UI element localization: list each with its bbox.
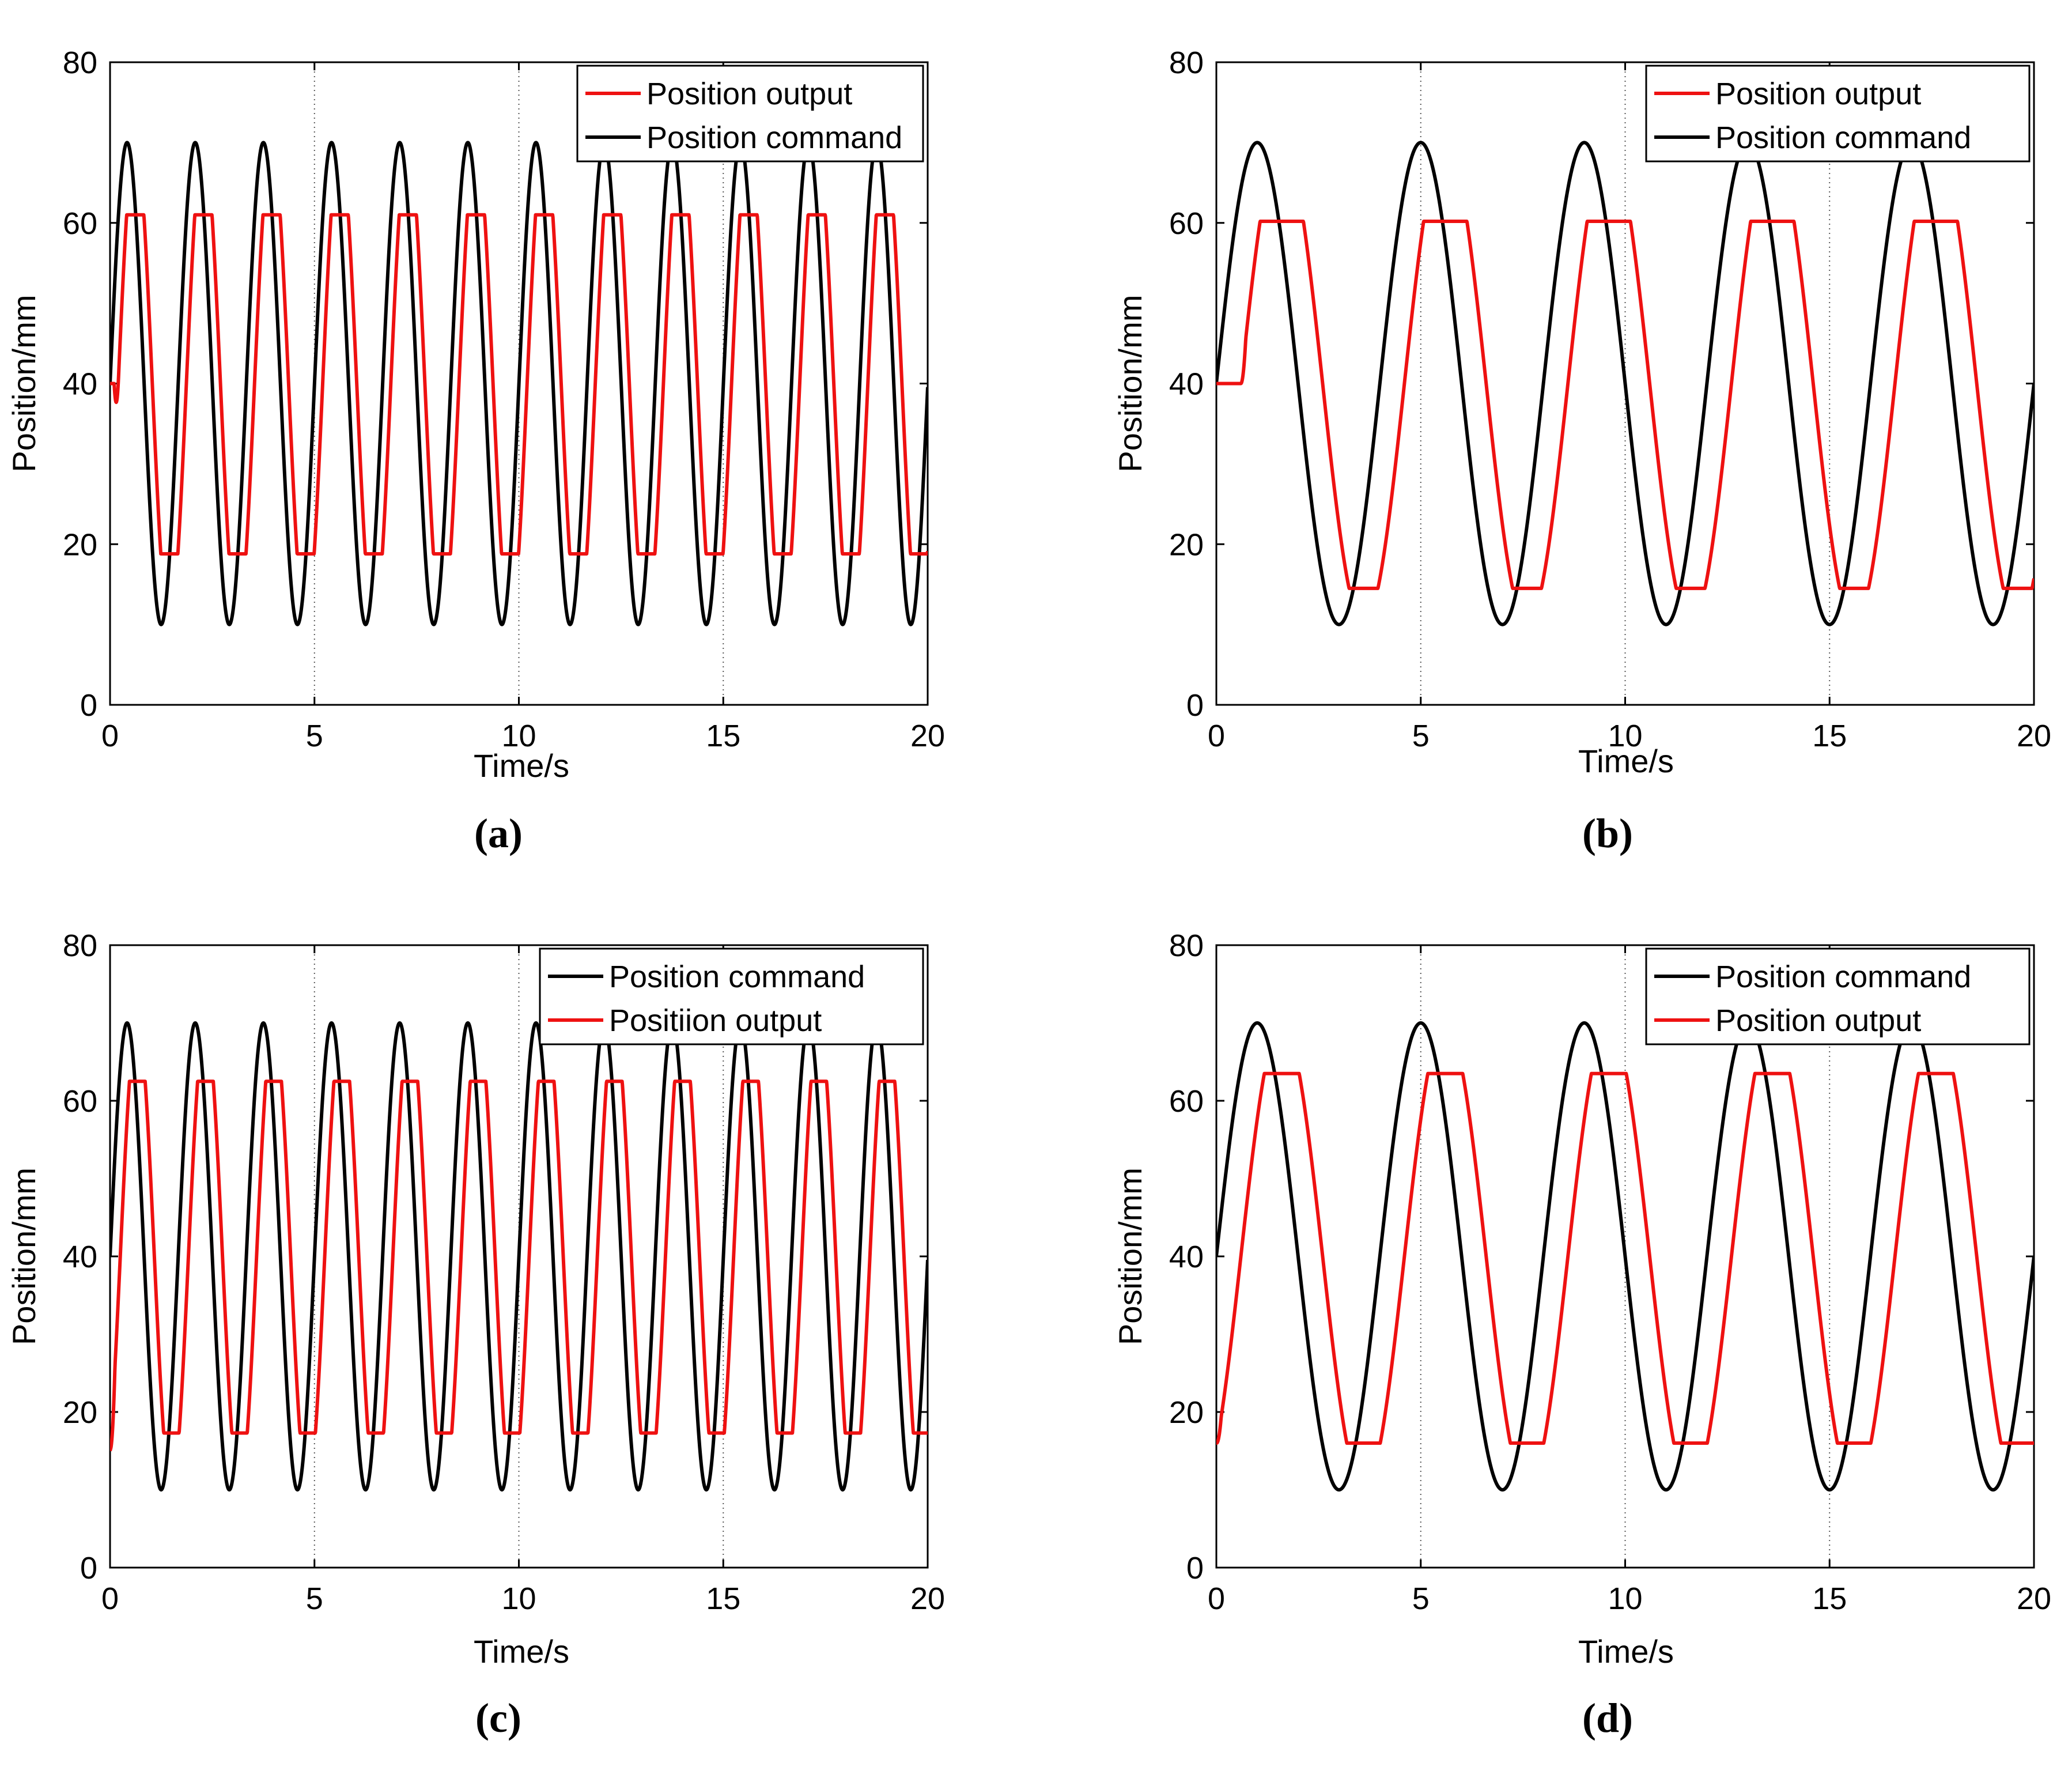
x-tick-label: 5 [306, 1581, 323, 1616]
panel-c: 0 5 10 15 20 0 20 40 60 80 Time/s Position/mm Positi… [6, 928, 945, 1741]
x-axis-label: Time/s [1578, 1633, 1674, 1670]
y-axis-label: Position/mm [6, 294, 42, 472]
x-tick-label: 20 [910, 1581, 945, 1616]
series-line-position-output [1216, 1071, 2034, 1445]
y-axis-label: Position/mm [1112, 294, 1148, 472]
y-tick-label: 80 [63, 46, 97, 80]
x-tick-label: 15 [706, 1581, 740, 1616]
x-tick-label: 20 [2017, 719, 2051, 753]
y-tick-label: 20 [63, 527, 97, 562]
legend: Position command Position output [1645, 947, 2031, 1045]
y-tick-label: 0 [1186, 688, 1204, 723]
x-tick-label: 15 [1812, 719, 1847, 753]
legend-entry: Position command [1715, 120, 1971, 155]
x-tick-label: 10 [501, 1581, 536, 1616]
series-line-position-command [110, 1021, 928, 1492]
series-line-position-command [1216, 141, 2034, 626]
x-tick-label: 5 [306, 719, 323, 753]
y-tick-label: 60 [63, 1084, 97, 1119]
panel-caption: (d) [1582, 1695, 1633, 1741]
x-tick-label: 20 [2017, 1581, 2051, 1616]
y-tick-label: 80 [63, 928, 97, 963]
legend-entry: Positiion output [609, 1003, 822, 1038]
x-tick-label: 15 [706, 719, 740, 753]
panel-d: 0 5 10 15 20 0 20 40 60 80 Time/s Position/mm Positi… [1112, 928, 2051, 1741]
legend-entry: Position command [646, 120, 902, 155]
legend: Position output Position command [576, 65, 924, 163]
y-tick-label: 40 [63, 367, 97, 402]
y-tick-label: 60 [1169, 1084, 1204, 1119]
series-line-position-output [1216, 219, 2034, 590]
y-axis-label: Position/mm [6, 1168, 42, 1345]
x-tick-label: 10 [1608, 719, 1642, 753]
legend: Position command Positiion output [539, 947, 924, 1045]
legend-entry: Position command [1715, 960, 1971, 994]
x-tick-label: 15 [1812, 1581, 1847, 1616]
legend-entry: Position output [1715, 77, 1921, 111]
panel-caption: (b) [1582, 810, 1633, 856]
x-tick-label: 0 [1208, 1581, 1225, 1616]
x-tick-label: 5 [1412, 1581, 1430, 1616]
x-axis-label: Time/s [1578, 743, 1674, 779]
legend-entry: Position output [1715, 1003, 1921, 1038]
x-tick-label: 0 [1208, 719, 1225, 753]
x-tick-label: 0 [101, 719, 119, 753]
x-axis-label: Time/s [474, 1633, 569, 1670]
y-tick-label: 20 [1169, 1395, 1204, 1430]
panel-caption: (a) [474, 810, 523, 856]
legend-box [1645, 947, 2031, 1045]
series-line-position-output [110, 1079, 928, 1452]
y-tick-label: 80 [1169, 46, 1204, 80]
y-axis-label: Position/mm [1112, 1168, 1148, 1345]
x-tick-label: 20 [910, 719, 945, 753]
panel-a: 0 5 10 15 20 0 20 40 60 80 Time/s Position/mm Positi… [6, 46, 945, 856]
y-tick-label: 60 [1169, 206, 1204, 241]
y-tick-label: 40 [1169, 1240, 1204, 1274]
x-tick-label: 10 [501, 719, 536, 753]
x-tick-label: 0 [101, 1581, 119, 1616]
legend-box [1645, 65, 2031, 163]
series-line-position-command [1216, 1021, 2034, 1492]
y-tick-label: 80 [1169, 928, 1204, 963]
y-tick-label: 0 [1186, 1551, 1204, 1585]
y-tick-label: 20 [1169, 527, 1204, 562]
legend-box [576, 65, 924, 163]
y-tick-label: 60 [63, 206, 97, 241]
y-tick-label: 0 [80, 1551, 97, 1585]
legend-box [539, 947, 924, 1045]
panel-caption: (c) [475, 1695, 521, 1741]
legend-entry: Position command [609, 960, 865, 994]
x-axis-label: Time/s [474, 747, 569, 784]
y-tick-label: 0 [80, 688, 97, 723]
legend-entry: Position output [646, 77, 852, 111]
panel-b: 0 5 10 15 20 0 20 40 60 80 Time/s Position/mm Positi… [1112, 46, 2051, 856]
x-tick-label: 10 [1608, 1581, 1642, 1616]
y-tick-label: 20 [63, 1395, 97, 1430]
series-line-position-output [110, 213, 928, 556]
y-tick-label: 40 [63, 1240, 97, 1274]
x-tick-label: 5 [1412, 719, 1430, 753]
series-line-position-command [110, 141, 928, 626]
legend: Position output Position command [1645, 65, 2031, 163]
y-tick-label: 40 [1169, 367, 1204, 402]
